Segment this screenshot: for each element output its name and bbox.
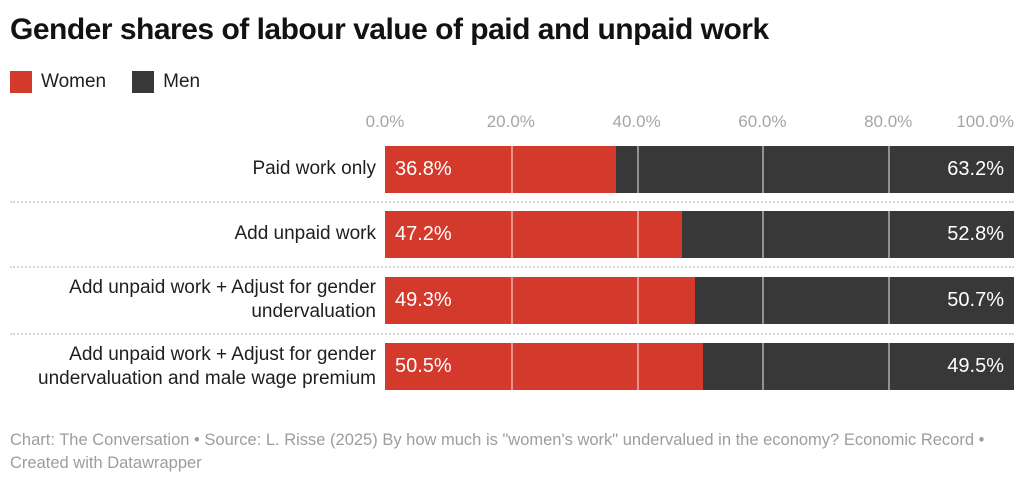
gridline-40 — [636, 146, 639, 193]
bar-segment-women: 50.5% — [385, 343, 703, 391]
bar-segment-women: 47.2% — [385, 211, 682, 258]
axis-tick-20: 20.0% — [486, 112, 535, 131]
gridline-20 — [510, 343, 513, 391]
gridline-40 — [636, 276, 639, 324]
axis-tick-40: 40.0% — [612, 112, 661, 131]
gridline-80 — [888, 276, 891, 324]
stacked-bar: 36.8% 63.2% — [385, 146, 1014, 193]
row-label: Paid work only — [252, 158, 376, 180]
stacked-bar: 49.3% 50.7% — [385, 276, 1014, 324]
row-label: Add unpaid work + Adjust for gender unde… — [69, 277, 376, 323]
value-label-men: 50.7% — [947, 288, 1004, 311]
stacked-bar: 47.2% 52.8% — [385, 211, 1014, 258]
bar-segment-men: 63.2% — [616, 146, 1014, 193]
women-color-swatch — [10, 71, 32, 93]
bar-row-add-unpaid-work: Add unpaid work 47.2% 52.8% — [10, 201, 1014, 266]
axis-tick-labels: 0.0% 20.0% 40.0% 60.0% 80.0% 100.0% — [366, 110, 1014, 138]
men-color-swatch — [132, 71, 155, 93]
value-label-women: 49.3% — [395, 288, 452, 311]
legend: Women Men — [10, 70, 1014, 94]
bar-segment-women: 49.3% — [385, 276, 696, 324]
legend-item-women: Women — [10, 71, 106, 93]
gridline-40 — [636, 343, 639, 391]
x-axis: 0.0% 20.0% 40.0% 60.0% 80.0% 100.0% — [10, 110, 1014, 138]
value-label-women: 47.2% — [395, 223, 452, 245]
bar-segment-men: 49.5% — [702, 343, 1014, 391]
axis-spacer — [10, 110, 385, 138]
legend-label-women: Women — [41, 71, 107, 92]
gridline-80 — [888, 343, 891, 391]
gridline-60 — [762, 146, 765, 193]
chart-title: Gender shares of labour value of paid an… — [10, 13, 769, 46]
bar-row-adjust-gender-undervaluation: Add unpaid work + Adjust for gender unde… — [10, 266, 1014, 333]
gridline-60 — [762, 211, 765, 258]
bar-row-paid-work-only: Paid work only 36.8% 63.2% — [10, 138, 1014, 201]
row-label: Add unpaid work — [234, 223, 376, 245]
bar-row-adjust-male-wage-premium: Add unpaid work + Adjust for gender unde… — [10, 332, 1014, 400]
axis-tick-0: 0.0% — [365, 112, 405, 131]
stacked-bar-chart: 0.0% 20.0% 40.0% 60.0% 80.0% 100.0% Paid… — [10, 110, 1014, 399]
axis-tick-80: 80.0% — [864, 112, 913, 131]
axis-tick-100: 100.0% — [956, 112, 1014, 131]
chart-rows: Paid work only 36.8% 63.2% Add unpaid wo… — [10, 138, 1014, 399]
gridline-20 — [510, 211, 513, 258]
attribution-footer: Chart: The Conversation • Source: L. Ris… — [10, 431, 985, 473]
gridline-20 — [510, 146, 513, 193]
value-label-men: 63.2% — [947, 158, 1004, 180]
bar-segment-women: 36.8% — [385, 146, 617, 193]
legend-item-men: Men — [132, 71, 200, 93]
value-label-women: 36.8% — [395, 158, 452, 180]
gridline-60 — [762, 343, 765, 391]
gridline-80 — [888, 211, 891, 258]
value-label-men: 49.5% — [947, 355, 1004, 378]
gridline-40 — [636, 211, 639, 258]
value-label-women: 50.5% — [395, 355, 452, 378]
axis-tick-60: 60.0% — [738, 112, 787, 131]
legend-label-men: Men — [163, 71, 201, 92]
bar-segment-men: 52.8% — [681, 211, 1014, 258]
gridline-20 — [510, 276, 513, 324]
bar-segment-men: 50.7% — [695, 276, 1014, 324]
value-label-men: 52.8% — [947, 223, 1004, 245]
gridline-80 — [888, 146, 891, 193]
stacked-bar: 50.5% 49.5% — [385, 343, 1014, 391]
row-label: Add unpaid work + Adjust for gender unde… — [38, 343, 376, 389]
gridline-60 — [762, 276, 765, 324]
